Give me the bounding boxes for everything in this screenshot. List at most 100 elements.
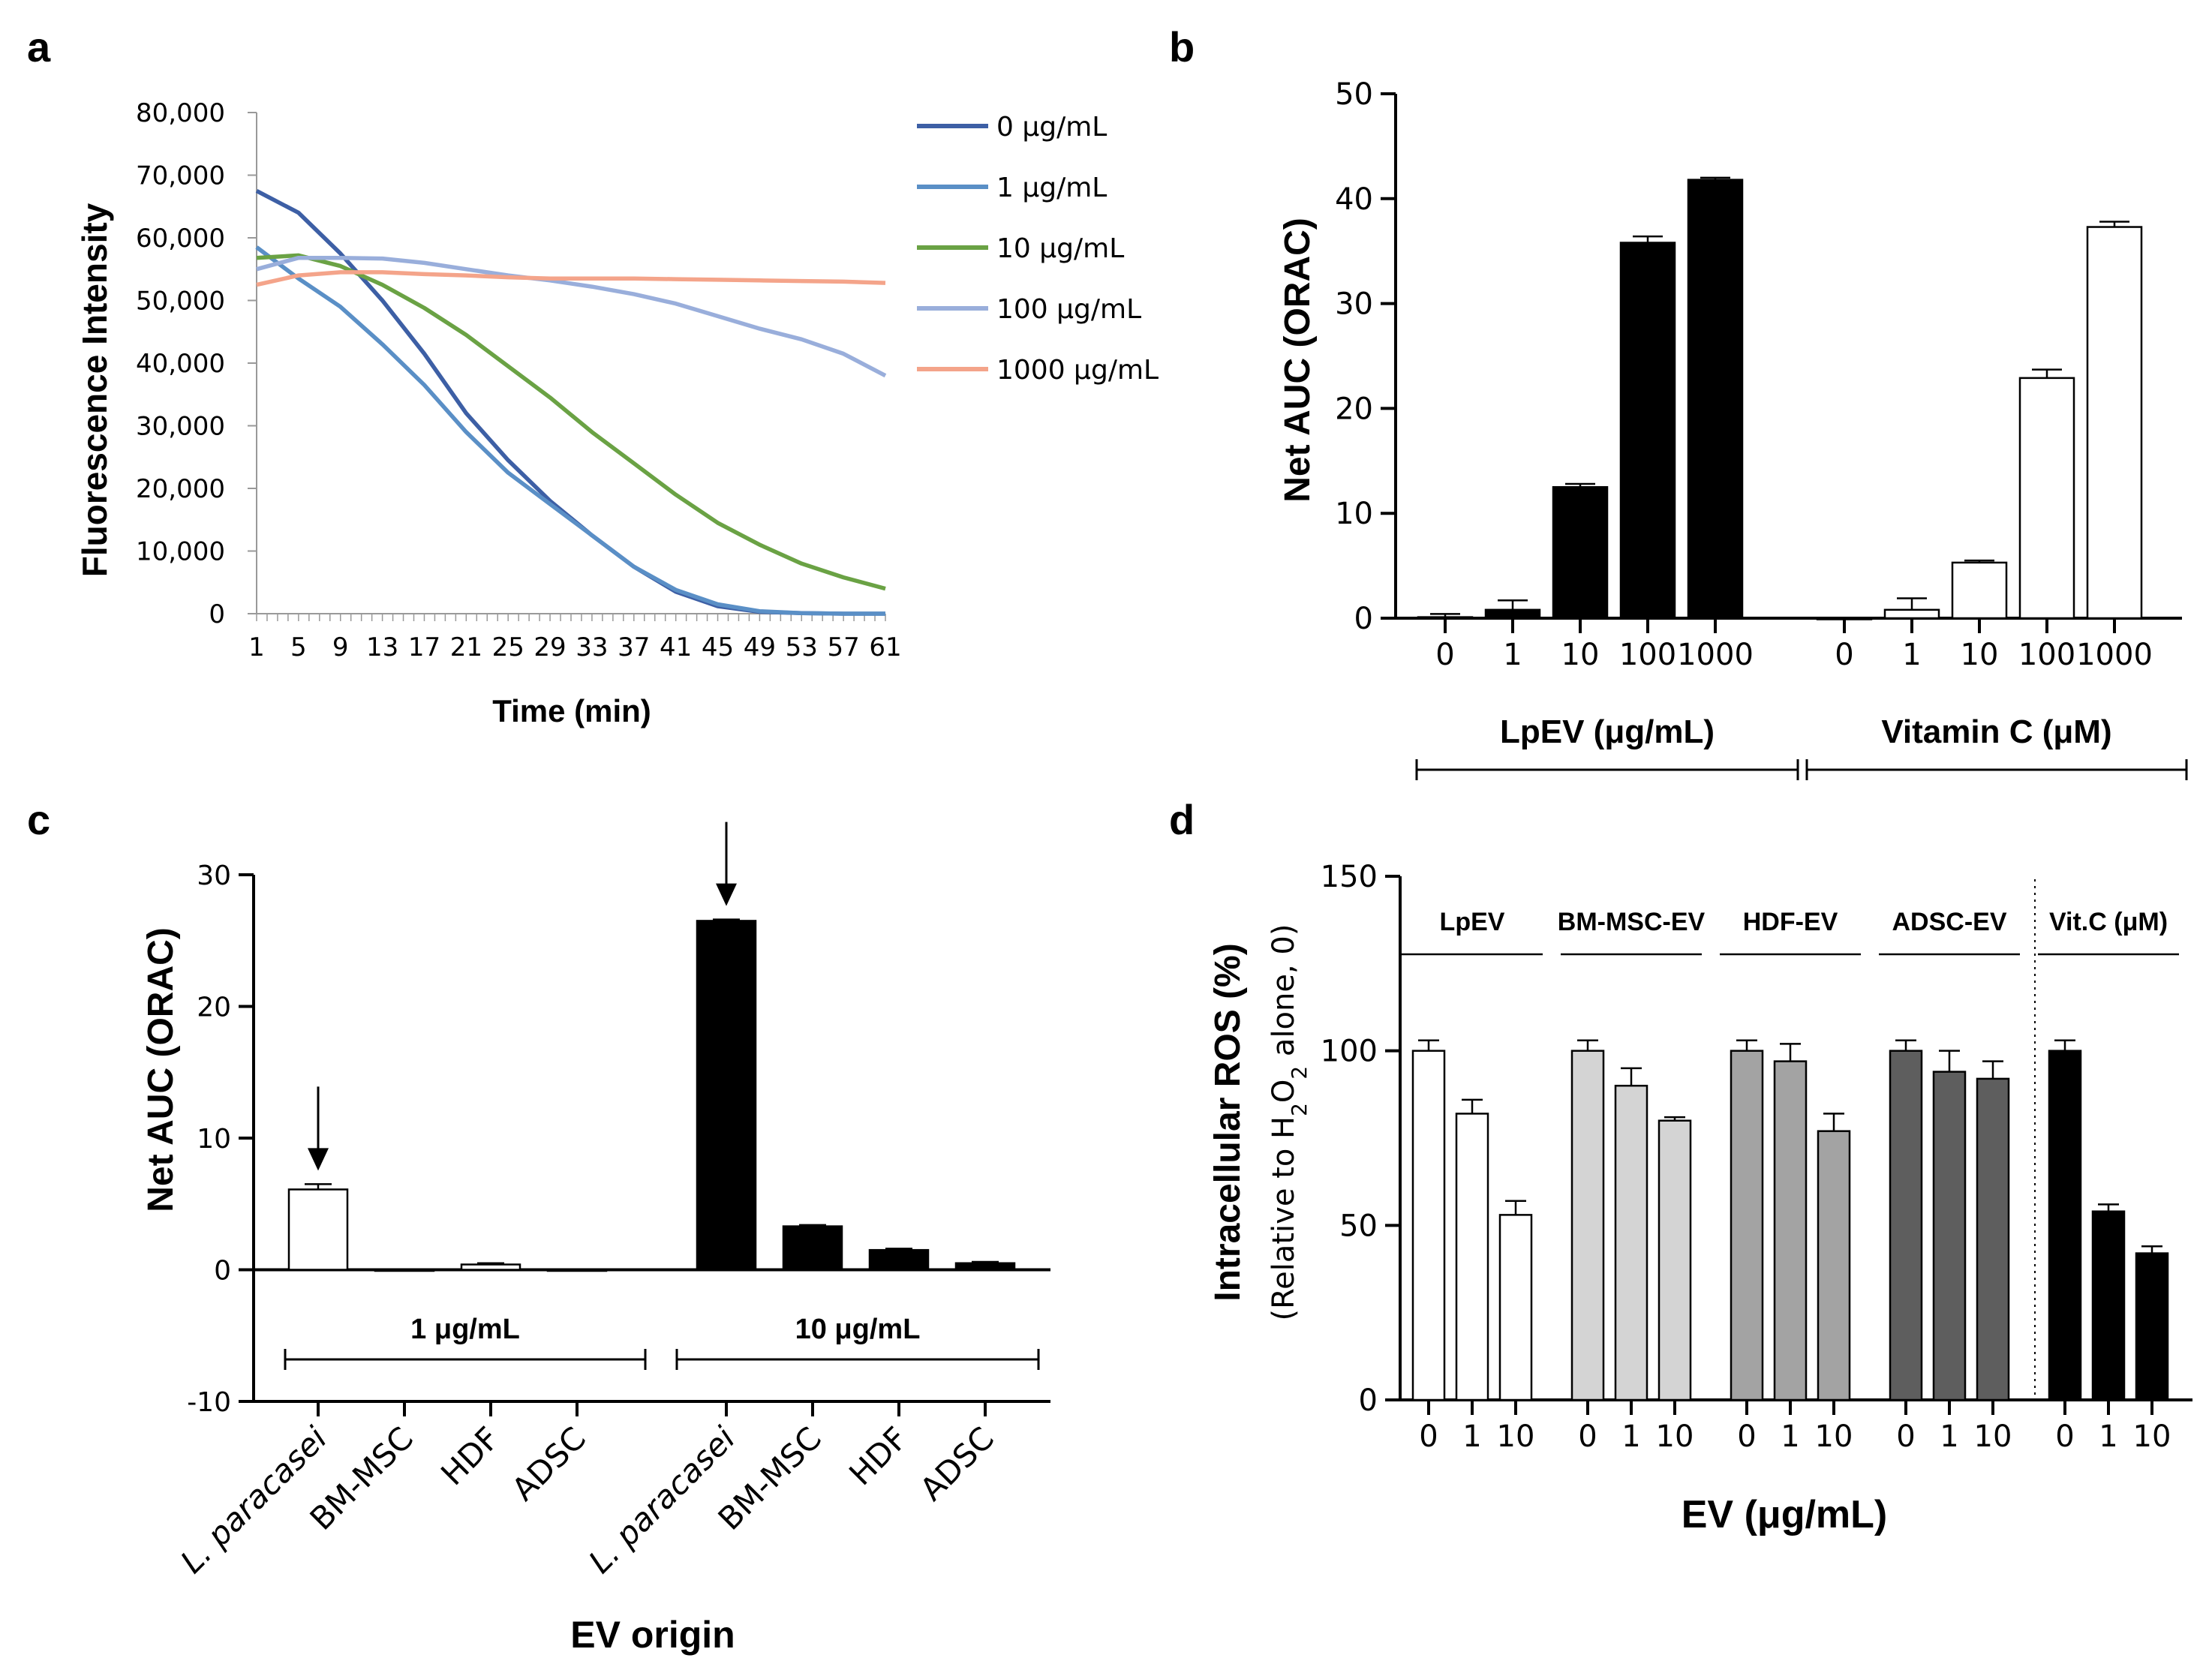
panel-b-errorbar-vitamin-c-m-1000 — [2099, 221, 2129, 227]
panel-c-xtick-label: L. paracasei — [582, 1419, 742, 1580]
panel-d-errorbar-bm-msc-ev-0 — [1577, 1039, 1598, 1051]
panel-b-xtick-label: 1000 — [1677, 638, 1754, 672]
panel-a-xtick-label: 45 — [702, 632, 734, 662]
panel-b-xtick-label: 0 — [1835, 638, 1853, 672]
panel-b-ytick-label: 30 — [1335, 287, 1373, 322]
panel-c-errorbar-1-g-ml-l-paracasei — [305, 1183, 332, 1190]
panel-b-group-label: LpEV (μg/mL) — [1500, 713, 1715, 750]
panel-d-group-label: LpEV — [1440, 908, 1505, 936]
panel-b-xtick-label: 100 — [1619, 638, 1676, 672]
panel-d-xtick-label: 1 — [1781, 1419, 1799, 1454]
panel-a-series-line-100-g-ml — [256, 255, 887, 378]
panel-b-ytick-label: 40 — [1335, 182, 1373, 217]
panel-b-errorbar-vitamin-c-m-1 — [1897, 597, 1927, 610]
panel-b-bar-lpev-g-ml-0 — [1417, 616, 1474, 620]
panel-b-bar-lpev-g-ml-1000 — [1687, 179, 1744, 620]
panel-a-series-line-0-g-ml — [255, 188, 885, 616]
panel-d-bar-adsc-ev-10 — [1976, 1077, 2010, 1401]
panel-a-xlabel: Time (min) — [492, 693, 651, 728]
panel-d-errorbar-hdf-ev-10 — [1823, 1113, 1844, 1131]
panel-b-errorbar-lpev-g-ml-1000 — [1700, 176, 1730, 180]
panel-a-xtick-label: 53 — [786, 632, 818, 662]
panel-d-ytick-label: 0 — [1359, 1383, 1378, 1418]
panel-d-bar-bm-msc-ev-1 — [1614, 1084, 1648, 1401]
panel-b-ytick-label: 20 — [1335, 392, 1373, 426]
panel-c-arrow-10-g-ml — [716, 821, 737, 906]
panel-d-bar-bm-msc-ev-10 — [1657, 1119, 1692, 1401]
panel-d-errorbar-hdf-ev-1 — [1780, 1043, 1801, 1062]
panel-a-ytick-label: 30,000 — [136, 412, 225, 442]
panel-b-bar-lpev-g-ml-1 — [1484, 608, 1541, 620]
panel-c-bar-1-g-ml-hdf — [460, 1263, 521, 1271]
panel-d-xlabel: EV (μg/mL) — [1682, 1493, 1887, 1536]
panel-b-bar-vitamin-c-m-0 — [1816, 617, 1873, 620]
panel-c-xtick-label: HDF — [434, 1419, 506, 1492]
panel-d-errorbar-vit-c-m-1 — [2098, 1203, 2119, 1212]
panel-a-xtick-label: 57 — [828, 632, 860, 662]
panel-letter-a: a — [27, 23, 51, 71]
panel-b-errorbar-vitamin-c-m-100 — [2032, 368, 2062, 378]
panel-b-errorbar-vitamin-c-m-10 — [1964, 559, 1994, 563]
panel-c-xtick-label: ADSC — [505, 1419, 593, 1507]
panel-d-xtick-label: 0 — [1419, 1419, 1438, 1454]
panel-c-arrow-1-g-ml-head — [308, 1148, 329, 1171]
panel-a-ytick-label: 40,000 — [136, 349, 225, 379]
panel-b-errorbar-lpev-g-ml-1 — [1498, 599, 1528, 610]
panel-d-ytick-label: 50 — [1339, 1209, 1378, 1243]
panel-c-bar-1-g-ml-adsc — [546, 1269, 608, 1272]
panel-d-ytick-label: 150 — [1321, 860, 1378, 894]
panel-d-bar-adsc-ev-0 — [1889, 1050, 1923, 1401]
panel-c-bar-10-g-ml-l-paracasei — [696, 920, 757, 1271]
panel-a-ytick-label: 10,000 — [136, 537, 225, 567]
panel-d-errorbar-vit-c-m-10 — [2141, 1245, 2162, 1254]
panel-c-ytick-label: 0 — [214, 1256, 231, 1287]
panel-a-xtick-label: 25 — [492, 632, 524, 662]
panel-b-bar-vitamin-c-m-1 — [1883, 608, 1940, 620]
panel-d-errorbar-adsc-ev-0 — [1895, 1039, 1916, 1051]
panel-c-bar-1-g-ml-bm-msc — [374, 1269, 435, 1272]
panel-c-errorbar-1-g-ml-hdf — [477, 1262, 504, 1265]
panel-d-bar-hdf-ev-10 — [1817, 1130, 1851, 1401]
panel-d-xtick-label: 1 — [2099, 1419, 2117, 1454]
panel-c-ylabel: Net AUC (ORAC) — [141, 927, 181, 1212]
panel-c-bar-10-g-ml-bm-msc — [782, 1225, 843, 1271]
panel-d-xtick-label: 1 — [1621, 1419, 1640, 1454]
panel-d-group-label: HDF-EV — [1743, 908, 1838, 936]
panel-d-bar-lpev-0 — [1411, 1050, 1446, 1401]
panel-d-bar-adsc-ev-1 — [1932, 1071, 1967, 1401]
panel-d-bar-hdf-ev-1 — [1773, 1060, 1808, 1401]
panel-d-bar-vit-c-m-1 — [2091, 1210, 2126, 1401]
panel-d-errorbar-adsc-ev-1 — [1939, 1050, 1960, 1072]
panel-letter-c: c — [27, 796, 50, 843]
panel-a-xtick-label: 41 — [660, 632, 692, 662]
panel-c-group-label: 10 μg/mL — [795, 1314, 921, 1345]
panel-d-errorbar-hdf-ev-0 — [1736, 1039, 1757, 1051]
panel-b-bar-lpev-g-ml-100 — [1619, 242, 1676, 620]
panel-c-errorbar-10-g-ml-l-paracasei — [713, 918, 740, 921]
panel-d-group-label: ADSC-EV — [1892, 908, 2006, 936]
panel-b-xtick-label: 100 — [2018, 638, 2075, 672]
panel-d-bar-lpev-10 — [1498, 1214, 1533, 1401]
panel-d-xtick-label: 10 — [1815, 1419, 1853, 1454]
panel-b-xtick-label: 0 — [1435, 638, 1454, 672]
panel-c-bar-10-g-ml-hdf — [868, 1248, 930, 1271]
panel-c-xtick-label: ADSC — [913, 1419, 1001, 1507]
panel-d-errorbar-lpev-10 — [1505, 1200, 1526, 1215]
panel-b-bar-vitamin-c-m-10 — [1951, 561, 2008, 620]
panel-a-ytick-label: 60,000 — [136, 224, 225, 254]
panel-c-xlabel: EV origin — [570, 1614, 735, 1656]
panel-b-ytick-label: 50 — [1335, 77, 1373, 112]
panel-a-xtick-label: 37 — [618, 632, 650, 662]
panel-a-legend-label: 1 μg/mL — [996, 173, 1107, 203]
panel-a-xtick-label: 21 — [450, 632, 482, 662]
panel-d-errorbar-bm-msc-ev-1 — [1621, 1067, 1642, 1086]
panel-a-ytick-label: 0 — [209, 599, 225, 629]
panel-a-series-line-1-g-ml — [255, 245, 885, 616]
panel-c-errorbar-10-g-ml-bm-msc — [799, 1224, 826, 1227]
panel-d-bar-vit-c-m-10 — [2135, 1252, 2169, 1401]
panel-d-errorbar-bm-msc-ev-10 — [1664, 1116, 1685, 1121]
panel-a-series-line-1000-g-ml — [256, 270, 886, 287]
panel-d-errorbar-adsc-ev-10 — [1982, 1060, 2003, 1079]
panel-b-errorbar-lpev-g-ml-100 — [1633, 235, 1663, 243]
